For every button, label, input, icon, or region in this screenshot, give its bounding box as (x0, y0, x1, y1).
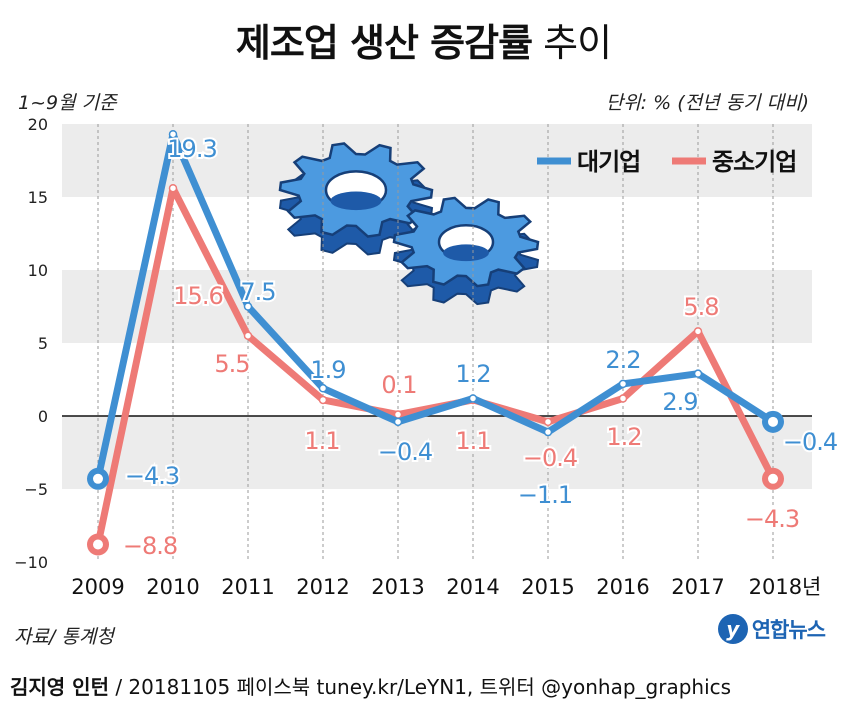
credit-author: 김지영 인턴 (10, 675, 109, 699)
data-label: −0.4 (523, 444, 577, 472)
period-note: 1~9월 기준 (18, 92, 117, 114)
title-light: 추이 (543, 21, 612, 65)
x-tick-label: 2018년 (749, 575, 822, 599)
x-tick-label: 2016 (596, 575, 649, 599)
data-point (168, 129, 178, 139)
data-label: 5.5 (214, 350, 249, 378)
x-tick-label: 2014 (446, 575, 499, 599)
data-point-center (93, 539, 103, 550)
y-tick-label: 10 (28, 261, 48, 280)
data-label: 1.2 (455, 360, 490, 388)
yonhap-logo: y 연합뉴스 (717, 614, 826, 644)
data-point (393, 417, 403, 427)
data-point-center (768, 473, 778, 484)
data-label: 2.9 (662, 388, 697, 416)
data-label: 7.5 (240, 278, 275, 306)
data-label: 1.2 (606, 423, 641, 451)
data-label: −1.1 (518, 481, 572, 509)
data-point-center (768, 416, 778, 427)
data-point (618, 379, 628, 389)
data-label: −0.4 (783, 428, 837, 456)
data-label: 1.1 (455, 427, 490, 455)
y-tick-label: −5 (24, 480, 48, 499)
data-label: 2.2 (605, 346, 640, 374)
grid-band (62, 416, 812, 489)
source-note: 자료/ 통계청 (14, 626, 114, 648)
credit-footer: 김지영 인턴 / 20181105 페이스북 tuney.kr/LeYN1, 트… (10, 671, 731, 700)
data-label: 1.1 (304, 427, 339, 455)
data-label: −4.3 (125, 462, 179, 490)
x-tick-label: 2017 (671, 575, 724, 599)
data-point (693, 369, 703, 378)
y-tick-label: 20 (28, 115, 48, 134)
data-label: 0.1 (381, 371, 416, 399)
credit-details: / 20181105 페이스북 tuney.kr/LeYN1, 트위터 @yon… (108, 675, 732, 699)
x-tick-label: 2015 (521, 575, 574, 599)
data-point (618, 394, 628, 403)
data-label: 1.9 (310, 356, 345, 384)
y-tick-label: −10 (14, 553, 48, 572)
gear-hole-inner (443, 244, 489, 262)
data-point (168, 183, 178, 193)
legend-label: 대기업 (577, 148, 640, 176)
data-point (318, 395, 328, 405)
gear-hole-inner (330, 191, 382, 211)
y-tick-label: 5 (38, 334, 48, 353)
data-label: −4.3 (745, 505, 799, 533)
data-point (543, 417, 553, 427)
data-point-center (93, 473, 103, 484)
y-tick-label: 15 (28, 188, 48, 207)
y-tick-label: 0 (38, 407, 48, 426)
data-label: 19.3 (167, 135, 216, 163)
data-point (693, 327, 703, 336)
x-tick-label: 2009 (71, 575, 124, 599)
page-title: 제조업 생산 증감률 추이 (0, 12, 847, 67)
x-tick-label: 2013 (371, 575, 424, 599)
data-point (243, 302, 253, 311)
title-bold: 제조업 생산 증감률 (235, 21, 533, 65)
x-tick-label: 2010 (146, 575, 199, 599)
logo-mark: y (717, 614, 748, 644)
data-point (543, 427, 553, 437)
x-tick-label: 2011 (221, 575, 274, 599)
gears-icon (278, 142, 540, 306)
data-label: −8.8 (123, 532, 177, 560)
data-point (318, 384, 328, 393)
infographic-frame: 제조업 생산 증감률 추이 1~9월 기준 단위: % (전년 동기 대비) 2… (0, 12, 847, 648)
legend-label: 중소기업 (712, 148, 796, 176)
unit-note: 단위: % (전년 동기 대비) (605, 92, 809, 114)
x-tick-label: 2012 (296, 575, 349, 599)
data-point (468, 394, 478, 403)
data-point (243, 331, 253, 340)
logo-text: 연합뉴스 (751, 618, 826, 642)
data-label: −0.4 (378, 438, 432, 466)
data-label: 5.8 (683, 293, 718, 321)
series-line (94, 130, 777, 483)
data-label: 15.6 (173, 282, 222, 310)
